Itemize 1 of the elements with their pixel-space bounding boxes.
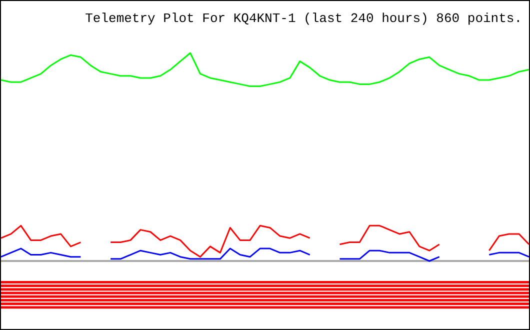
chart-title: Telemetry Plot For KQ4KNT-1 (last 240 hours) 860 points. <box>85 11 522 26</box>
